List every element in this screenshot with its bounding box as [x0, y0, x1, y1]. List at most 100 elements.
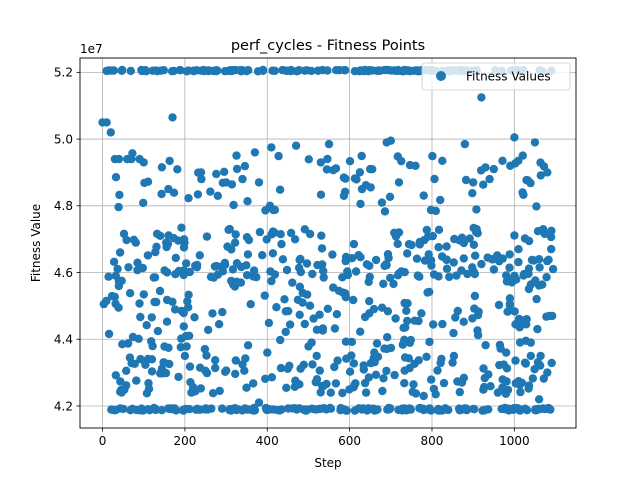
data-point — [267, 276, 276, 286]
data-point — [263, 348, 272, 357]
data-point — [416, 403, 425, 413]
y-tick-label: 4.6 — [54, 266, 73, 280]
data-point — [190, 313, 199, 322]
data-point — [480, 405, 490, 415]
data-point — [469, 267, 479, 276]
data-point — [371, 370, 381, 379]
data-point — [291, 141, 301, 150]
data-point — [281, 66, 291, 75]
data-point — [262, 235, 271, 244]
data-point — [352, 175, 361, 184]
data-point — [206, 187, 215, 196]
data-point — [543, 256, 552, 266]
data-point — [536, 351, 545, 361]
data-point — [152, 297, 161, 307]
data-point — [162, 317, 172, 326]
data-point — [168, 113, 177, 122]
data-point — [323, 154, 332, 164]
x-tick-label: 400 — [256, 434, 279, 448]
data-point — [400, 379, 409, 388]
data-point — [449, 258, 458, 267]
data-point — [383, 307, 393, 316]
data-point — [114, 303, 123, 312]
data-point — [360, 378, 370, 388]
data-point — [142, 389, 152, 398]
data-point — [379, 279, 388, 288]
x-axis-ticks: 0 200 400 600 800 1000 — [99, 428, 530, 448]
data-point — [295, 255, 304, 265]
data-point — [365, 309, 374, 318]
data-point — [312, 351, 321, 361]
data-point — [286, 228, 296, 238]
data-point — [465, 234, 474, 243]
data-point — [268, 249, 278, 258]
data-point — [423, 288, 432, 297]
data-point — [299, 405, 308, 414]
data-point — [534, 395, 544, 404]
data-point — [262, 405, 271, 415]
data-point — [502, 271, 511, 280]
data-point — [147, 367, 157, 376]
data-point — [173, 165, 182, 174]
data-point — [527, 255, 537, 265]
data-point — [342, 354, 351, 363]
data-point — [547, 226, 556, 235]
data-point — [139, 290, 148, 299]
data-point — [331, 379, 341, 388]
data-point — [479, 180, 488, 189]
data-point — [411, 161, 420, 170]
data-point — [524, 269, 533, 278]
data-point — [136, 312, 145, 322]
data-point — [526, 338, 535, 347]
data-point — [413, 271, 422, 280]
data-point — [373, 405, 382, 414]
data-point — [115, 248, 125, 257]
data-point — [494, 300, 504, 310]
data-point — [548, 311, 557, 321]
x-tick-label: 600 — [338, 434, 361, 448]
data-point — [288, 278, 297, 287]
data-point — [505, 250, 514, 259]
data-point — [357, 151, 366, 161]
data-point — [170, 305, 180, 314]
data-point — [238, 360, 247, 369]
data-point — [394, 65, 403, 75]
data-point — [162, 242, 171, 252]
data-point — [231, 356, 240, 365]
data-point — [438, 319, 447, 329]
data-point — [200, 344, 210, 354]
data-point — [502, 364, 512, 373]
data-point — [425, 337, 434, 347]
data-point — [195, 251, 204, 260]
data-point — [407, 240, 416, 250]
data-point — [210, 262, 220, 271]
data-point — [152, 229, 162, 238]
data-point — [269, 205, 278, 215]
chart-title: perf_cycles - Fitness Points — [231, 38, 425, 54]
data-point — [328, 250, 337, 259]
data-point — [317, 231, 326, 240]
data-point — [515, 406, 525, 415]
data-point — [309, 314, 318, 323]
data-point — [341, 174, 350, 183]
data-point — [317, 244, 327, 253]
y-tick-label: 5.0 — [54, 132, 73, 146]
data-point — [459, 373, 469, 382]
data-point — [157, 189, 166, 199]
data-point — [139, 158, 148, 167]
data-point — [142, 321, 151, 330]
data-point — [434, 243, 443, 252]
data-point — [520, 358, 530, 367]
data-point — [171, 253, 180, 263]
data-point — [114, 154, 124, 164]
data-point — [345, 157, 355, 166]
data-point — [325, 403, 335, 413]
data-point — [469, 178, 478, 187]
data-point — [530, 138, 540, 147]
data-point — [323, 304, 332, 313]
data-point — [316, 158, 325, 167]
data-point — [403, 299, 412, 308]
data-point — [275, 185, 285, 194]
data-point — [371, 255, 381, 265]
